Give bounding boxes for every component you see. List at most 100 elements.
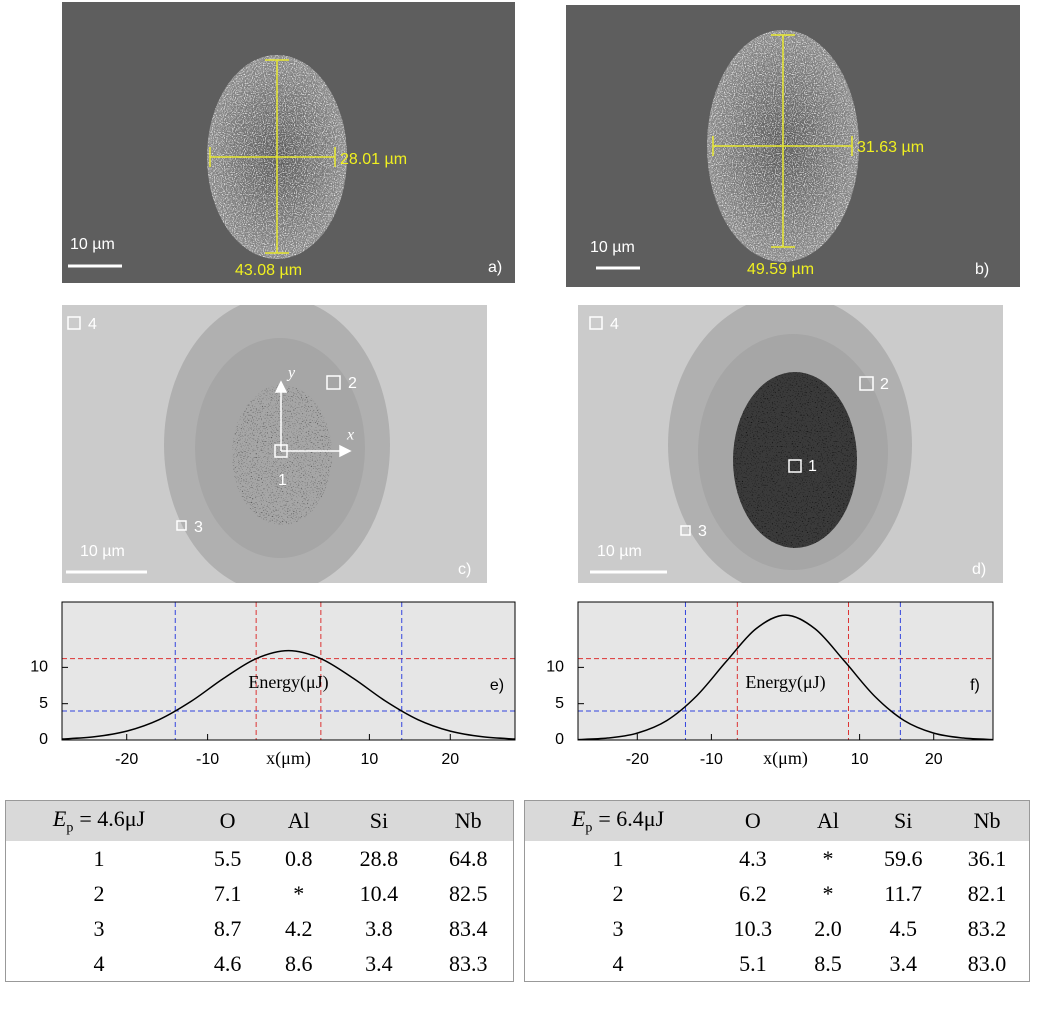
table: Ep = 4.6μJ O Al Si Nb 1 5.5 0.8 28.8 64.8 2 7.1 * 10.4… (5, 800, 514, 982)
region-label: 3 (194, 519, 203, 536)
panel-c: 4 2 1 3 y x 10 µm c) (62, 305, 487, 583)
table-cell: 83.4 (448, 915, 488, 941)
table-row: 3 10.3 2.0 4.5 83.2 (525, 911, 1030, 946)
region-label: 1 (278, 472, 287, 489)
x-tick-label: -20 (626, 751, 649, 768)
chart: 0 5 10 -20 -10 10 20 x(μm) Energy(μJ) e) (30, 601, 516, 769)
table-cell: 4.2 (284, 915, 313, 941)
table-cell: 3.8 (365, 915, 393, 941)
header-row: Ep = 6.4μJ O Al Si Nb (524, 800, 1030, 841)
region-label: 1 (808, 458, 817, 475)
table-cell: 83.3 (448, 950, 488, 976)
header-value: = 4.6μJ (79, 805, 146, 831)
x-tick-label: 10 (851, 751, 869, 768)
table-cell: 3 (93, 915, 105, 941)
figure: 28.01 µm 43.08 µm 10 µm a) 31.63 µm 49.5… (30, 2, 1020, 769)
header-cell: Al (263, 800, 335, 841)
annotation: Energy(μJ) (248, 672, 328, 693)
table-cell: 10.4 (359, 880, 399, 906)
table-cell: 3.4 (365, 950, 393, 976)
panel-label: b) (975, 261, 989, 278)
width-label: 28.01 µm (340, 151, 407, 168)
plot-area (578, 602, 993, 740)
header-cell: Ep = 4.6μJ (5, 800, 192, 841)
table-cell: 82.5 (448, 880, 488, 906)
header-subscript: p (585, 820, 593, 836)
table-cell: 4 (93, 950, 105, 976)
table-cell: 82.1 (967, 880, 1007, 906)
region-label: 4 (88, 316, 97, 333)
table-cell: 83.0 (967, 950, 1007, 976)
annotation: Energy(μJ) (745, 672, 825, 693)
header-symbol: E (52, 805, 67, 831)
y-tick-label: 0 (555, 731, 564, 748)
panel-d: 4 2 1 3 10 µm d) (578, 305, 1003, 583)
axis-label: y (286, 365, 296, 382)
y-tick-label: 5 (39, 695, 48, 712)
table-cell: 2 (93, 880, 105, 906)
table-cell: 2 (612, 880, 624, 906)
table-cell: * (293, 880, 305, 906)
width-label: 31.63 µm (857, 139, 924, 156)
header-cell: Nb (423, 800, 514, 841)
panel-label: e) (490, 677, 504, 694)
table-cell: 1 (612, 845, 624, 871)
table-cell: 6.2 (739, 880, 767, 906)
header-row: Ep = 4.6μJ O Al Si Nb (5, 800, 514, 841)
table-cell: 2.0 (814, 915, 842, 941)
region-label: 2 (348, 375, 357, 392)
region-label: 2 (880, 376, 889, 393)
x-tick-label: 20 (925, 751, 943, 768)
y-tick-label: 0 (39, 731, 48, 748)
table-row: 4 5.1 8.5 3.4 83.0 (525, 946, 1030, 982)
height-label: 43.08 µm (235, 262, 302, 279)
header-subscript: p (66, 820, 74, 836)
table-row: 1 5.5 0.8 28.8 64.8 (6, 841, 514, 876)
y-tick-label: 10 (30, 659, 48, 676)
table-row: 3 8.7 4.2 3.8 83.4 (6, 911, 514, 946)
x-tick-label: -10 (196, 751, 219, 768)
height-label: 49.59 µm (747, 261, 814, 278)
table-cell: 8.7 (213, 915, 242, 941)
panel-a: 28.01 µm 43.08 µm 10 µm a) (62, 2, 515, 283)
scale-bar-label: 10 µm (590, 239, 635, 256)
header-cell: O (711, 800, 795, 841)
region-label: 3 (698, 523, 707, 540)
frame (61, 601, 516, 741)
chart: 0 5 10 -20 -10 10 20 x(μm) Energy(μJ) f) (546, 601, 994, 769)
panel-label: c) (458, 561, 471, 578)
table-cell: 36.1 (967, 845, 1007, 871)
table-cell: * (822, 880, 834, 906)
x-tick-label: 10 (360, 751, 378, 768)
table-cell: 28.8 (359, 845, 399, 871)
table-cell: 8.6 (284, 950, 313, 976)
table-cell: 4.3 (739, 845, 767, 871)
header-cell: Al (794, 800, 862, 841)
frame (577, 601, 994, 741)
region-label: 4 (610, 316, 619, 333)
header-cell: Si (334, 800, 424, 841)
table-cell: 11.7 (884, 880, 923, 906)
table-cell: 3 (612, 915, 624, 941)
table-cell: 4 (612, 950, 624, 976)
scale-bar-label: 10 µm (70, 236, 115, 253)
scale-bar-label: 10 µm (597, 543, 642, 560)
panel-label: f) (970, 677, 980, 694)
table-row: 2 7.1 * 10.4 82.5 (6, 876, 514, 911)
x-axis-label: x(μm) (266, 748, 311, 769)
table-row: 4 4.6 8.6 3.4 83.3 (6, 946, 514, 982)
header-cell: O (192, 800, 264, 841)
panel-b: 31.63 µm 49.59 µm 10 µm b) (566, 5, 1020, 287)
table-cell: 3.4 (889, 950, 917, 976)
table-cell: 5.1 (739, 950, 767, 976)
table-cell: 7.1 (213, 880, 242, 906)
table-row: 2 6.2 * 11.7 82.1 (525, 876, 1030, 911)
header-cell: Nb (945, 800, 1030, 841)
scale-bar-label: 10 µm (80, 543, 125, 560)
y-tick-label: 5 (555, 695, 564, 712)
y-tick-label: 10 (546, 659, 564, 676)
table-cell: 4.5 (889, 915, 917, 941)
table-cell: 64.8 (448, 845, 488, 871)
panel-label: a) (488, 259, 502, 276)
